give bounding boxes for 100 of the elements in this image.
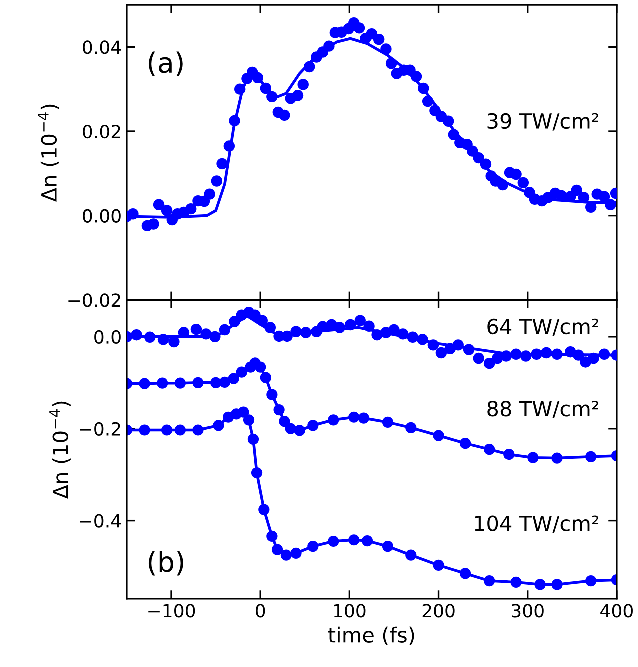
point [362, 535, 374, 547]
point [210, 377, 222, 388]
point [139, 378, 150, 390]
point [219, 324, 231, 336]
point [460, 438, 472, 450]
y-tick-label: −0.4 [80, 514, 122, 528]
annotation: (a) [148, 52, 183, 77]
point [406, 550, 417, 561]
point [504, 449, 515, 460]
y-tick-label: 0.02 [83, 124, 120, 139]
point [190, 324, 202, 336]
annotation: (b) [148, 550, 184, 576]
point [531, 348, 542, 360]
y-axis-title: Δn (10$^{−4}$) [38, 104, 60, 202]
x-axis-title: time (fs) [328, 626, 414, 646]
point [382, 541, 394, 552]
point [131, 329, 142, 341]
y-axis-title: Δn (10$^{−4}$) [50, 402, 71, 499]
point [229, 316, 240, 328]
point [510, 576, 522, 588]
point [580, 356, 592, 368]
point [272, 544, 284, 556]
point [290, 326, 302, 338]
point [428, 340, 440, 351]
point [364, 320, 375, 332]
point [200, 328, 212, 340]
point [588, 352, 600, 364]
point [285, 423, 296, 434]
point [243, 414, 255, 426]
point [344, 319, 356, 331]
point [174, 424, 186, 436]
point [328, 414, 340, 426]
series-label: 104 TW/cm² [475, 516, 598, 534]
point [388, 324, 400, 336]
point [266, 389, 278, 400]
point [463, 344, 475, 356]
point [417, 334, 428, 346]
point [334, 322, 346, 334]
series-label: 88 TW/cm² [488, 401, 598, 418]
point [174, 378, 186, 389]
point [280, 550, 292, 561]
point [348, 534, 360, 546]
x-tick-label: 0 [256, 604, 266, 618]
point [308, 541, 319, 552]
point [407, 332, 419, 343]
point [308, 420, 319, 432]
point [274, 404, 285, 416]
x-tick-label: 100 [334, 604, 366, 618]
point [144, 332, 156, 343]
series-label: 39 TW/cm² [488, 113, 598, 131]
point [510, 348, 522, 360]
point [228, 373, 240, 384]
point [382, 416, 394, 428]
point [260, 372, 272, 384]
series-label: 64 TW/cm² [488, 318, 598, 336]
point [358, 412, 370, 424]
point [266, 530, 278, 542]
x-tick-label: 400 [600, 604, 633, 618]
point [552, 452, 563, 464]
point [279, 416, 290, 428]
point [219, 376, 231, 388]
point [290, 548, 302, 560]
x-tick-label: 300 [512, 604, 544, 618]
y-tick-label: 0.0 [94, 330, 121, 344]
point [500, 350, 512, 362]
y-tick-label: 0.00 [83, 209, 121, 223]
point [236, 366, 248, 378]
point [406, 422, 417, 434]
point [398, 328, 409, 340]
point [251, 467, 263, 479]
point [552, 348, 563, 360]
point [256, 315, 268, 326]
point [354, 315, 366, 326]
point [433, 430, 444, 442]
point [573, 350, 584, 361]
point [328, 536, 340, 548]
y-tick-label: 0.04 [83, 40, 122, 54]
point [178, 327, 190, 338]
point [317, 321, 329, 332]
point [294, 425, 306, 436]
x-tick-label: −100 [148, 604, 196, 618]
point [492, 352, 504, 364]
point [264, 322, 276, 334]
point [238, 406, 250, 418]
point [372, 329, 383, 341]
y-tick-label: −0.2 [80, 422, 120, 436]
point [300, 327, 312, 338]
point [213, 420, 224, 432]
point [192, 424, 204, 436]
point [540, 347, 552, 359]
point [473, 352, 484, 364]
point [460, 568, 472, 580]
point [192, 377, 204, 388]
point [484, 358, 496, 370]
point [158, 334, 170, 346]
y-tick-label: −0.02 [68, 294, 120, 308]
point [161, 424, 173, 436]
point [552, 579, 563, 590]
point [520, 350, 532, 362]
point [348, 412, 360, 423]
